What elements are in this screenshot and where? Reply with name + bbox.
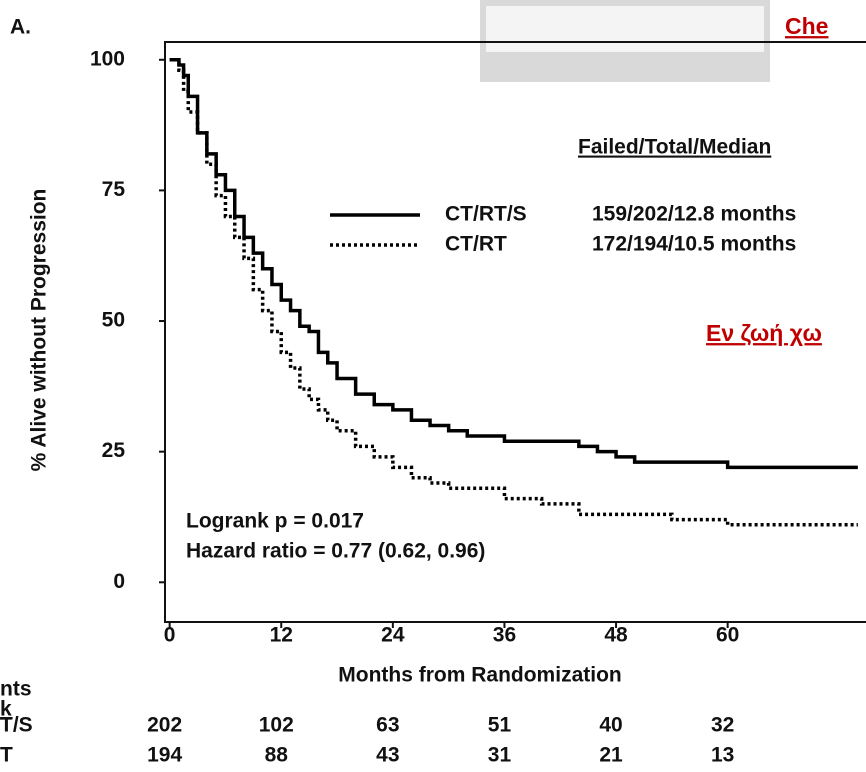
risk-row-label: T [0, 744, 13, 767]
risk-header: nts [0, 678, 32, 701]
survival-curve [169, 58, 858, 470]
risk-value: 88 [265, 744, 289, 767]
risk-value: 102 [259, 714, 294, 737]
risk-value: 31 [488, 744, 512, 767]
risk-value: 194 [147, 744, 182, 767]
risk-value: 51 [488, 714, 512, 737]
legend-stats: 159/202/12.8 months [592, 203, 796, 226]
legend-label: CT/RT/S [445, 203, 527, 226]
x-tick-label: 60 [716, 624, 739, 647]
legend-stats: 172/194/10.5 months [592, 233, 796, 256]
panel-label: A. [10, 16, 31, 39]
y-axis-label: % Alive without Progression [28, 189, 51, 472]
y-tick-label: 25 [102, 439, 126, 462]
x-tick-label: 12 [270, 624, 293, 647]
risk-header: k [0, 698, 12, 721]
y-tick-label: 100 [90, 47, 125, 70]
risk-value: 63 [376, 714, 399, 737]
x-tick-label: 24 [381, 624, 405, 647]
x-tick-label: 36 [493, 624, 516, 647]
risk-value: 43 [376, 744, 399, 767]
survival-curve [169, 58, 858, 527]
y-tick-label: 75 [102, 178, 126, 201]
risk-value: 21 [599, 744, 623, 767]
x-axis-label: Months from Randomization [338, 664, 621, 687]
legend-label: CT/RT [445, 233, 507, 256]
chart-subtitle: Εν ζωή χω [706, 320, 822, 346]
annotation: Logrank p = 0.017 [186, 510, 364, 533]
x-tick-label: 48 [604, 624, 628, 647]
risk-value: 40 [599, 714, 622, 737]
risk-row-label: T/S [0, 714, 33, 737]
legend-header: Failed/Total/Median [578, 136, 771, 159]
y-tick-label: 0 [113, 570, 125, 593]
risk-value: 32 [711, 714, 734, 737]
risk-value: 202 [147, 714, 182, 737]
plot-frame [164, 41, 866, 623]
chart-title: Che [785, 13, 828, 39]
thumbnail-inner [486, 6, 764, 52]
annotation: Hazard ratio = 0.77 (0.62, 0.96) [186, 540, 485, 563]
y-tick-label: 50 [102, 309, 125, 332]
risk-value: 13 [711, 744, 734, 767]
x-tick-label: 0 [164, 624, 176, 647]
